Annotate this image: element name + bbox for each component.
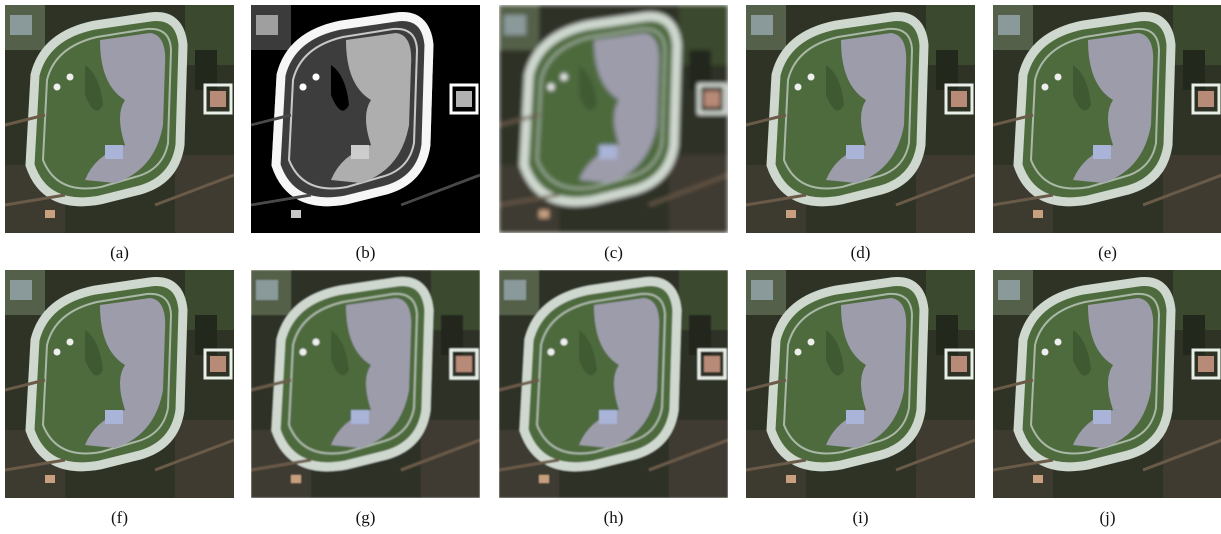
image-content — [251, 5, 480, 233]
panel: (c) — [499, 5, 728, 263]
panel-label: (e) — [993, 243, 1221, 263]
panel-label: (g) — [251, 508, 480, 528]
image-content — [499, 270, 728, 498]
satellite-image — [993, 5, 1221, 233]
panel: (d) — [746, 5, 975, 263]
panel: (j) — [993, 270, 1221, 528]
image-content — [499, 5, 728, 233]
panel: (f) — [5, 270, 234, 528]
panel-label: (d) — [746, 243, 975, 263]
panel-label: (j) — [993, 508, 1221, 528]
satellite-image — [5, 270, 234, 498]
image-content — [251, 270, 480, 498]
image-content — [993, 5, 1221, 233]
panel: (b) — [251, 5, 480, 263]
satellite-image — [746, 5, 975, 233]
panel-label: (h) — [499, 508, 728, 528]
panel: (a) — [5, 5, 234, 263]
panel: (h) — [499, 270, 728, 528]
satellite-image — [251, 5, 480, 233]
panel: (i) — [746, 270, 975, 528]
image-content — [746, 270, 975, 498]
figure: (a) (b) (c) (d) (e) (f) (g) (h) (i) (j) — [0, 0, 1221, 534]
panel-label: (b) — [251, 243, 480, 263]
satellite-image — [499, 5, 728, 233]
panel-label: (c) — [499, 243, 728, 263]
image-content — [5, 5, 234, 233]
panel-label: (a) — [5, 243, 234, 263]
image-content — [5, 270, 234, 498]
satellite-image — [251, 270, 480, 498]
panel: (g) — [251, 270, 480, 528]
image-content — [993, 270, 1221, 498]
panel-label: (f) — [5, 508, 234, 528]
satellite-image — [993, 270, 1221, 498]
image-content — [746, 5, 975, 233]
satellite-image — [499, 270, 728, 498]
satellite-image — [5, 5, 234, 233]
panel-label: (i) — [746, 508, 975, 528]
panel: (e) — [993, 5, 1221, 263]
satellite-image — [746, 270, 975, 498]
